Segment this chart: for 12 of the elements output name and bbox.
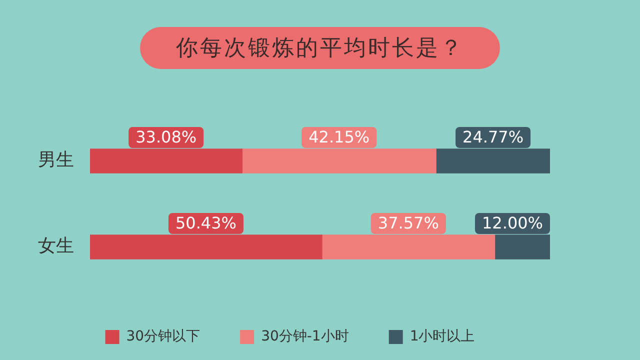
legend-label: 1小时以上 — [410, 328, 475, 345]
data-label: 24.77% — [462, 128, 524, 147]
data-label: 33.08% — [136, 128, 197, 147]
legend-label: 30分钟以下 — [126, 328, 200, 345]
data-label: 42.15% — [308, 128, 370, 147]
legend-label: 30分钟-1小时 — [261, 328, 349, 345]
data-label: 50.43% — [175, 214, 236, 233]
chart-title: 你每次锻炼的平均时长是？ — [140, 27, 500, 69]
data-label: 37.57% — [378, 214, 439, 233]
y-tick-label: 男生 — [38, 150, 74, 171]
y-tick-label: 女生 — [38, 236, 74, 257]
data-label: 12.00% — [482, 214, 544, 233]
